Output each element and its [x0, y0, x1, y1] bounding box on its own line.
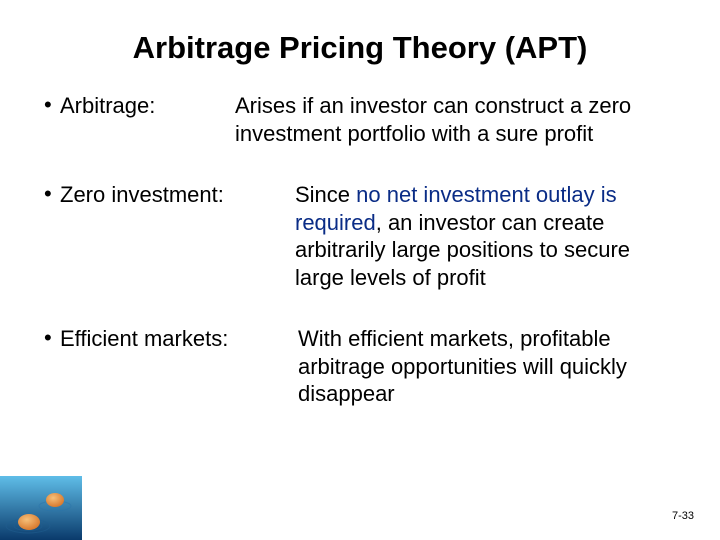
bullet-icon: •: [40, 325, 60, 351]
slide-title: Arbitrage Pricing Theory (APT): [40, 30, 680, 66]
bullet-row-efficient-markets: • Efficient markets: With efficient mark…: [40, 325, 680, 408]
definition-zero-investment: Since no net investment outlay is requir…: [295, 181, 680, 291]
page-number: 7-33: [672, 510, 694, 522]
term-zero-investment: Zero investment:: [60, 181, 224, 209]
definition-arbitrage: Arises if an investor can construct a ze…: [235, 92, 680, 147]
term-efficient-markets: Efficient markets:: [60, 325, 228, 353]
definition-efficient-markets: With efficient markets, profitable arbit…: [298, 325, 680, 408]
term-arbitrage: Arbitrage:: [60, 92, 155, 120]
bullet-row-arbitrage: • Arbitrage: Arises if an investor can c…: [40, 92, 680, 147]
bullet-icon: •: [40, 181, 60, 207]
water-drops-image: [0, 476, 82, 540]
bullet-icon: •: [40, 92, 60, 118]
bullet-row-zero-investment: • Zero investment: Since no net investme…: [40, 181, 680, 291]
